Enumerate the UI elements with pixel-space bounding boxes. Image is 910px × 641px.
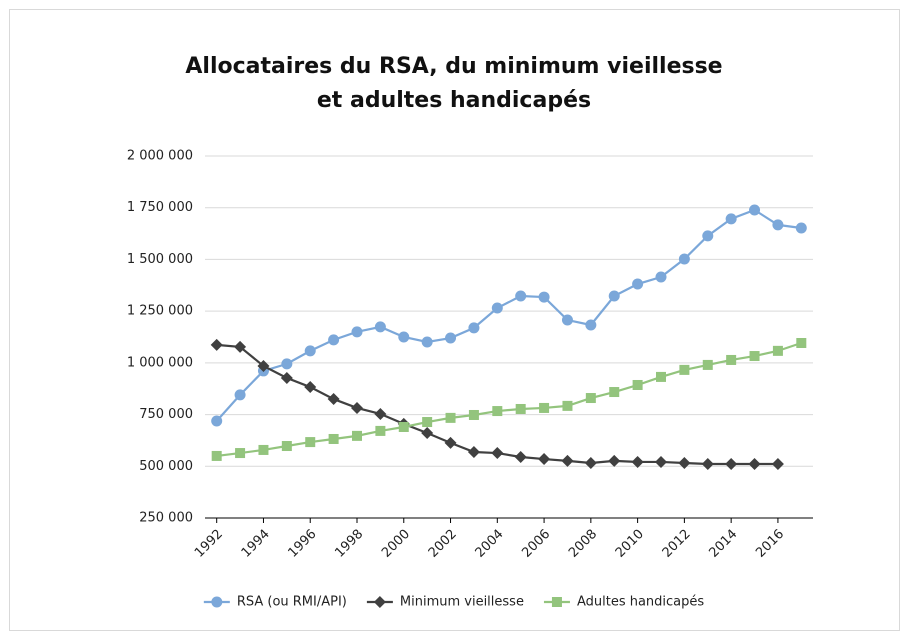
data-point: [422, 417, 433, 428]
data-point: [328, 433, 339, 444]
data-point: [305, 437, 316, 448]
data-point: [211, 450, 222, 461]
data-point: [398, 331, 410, 343]
data-point: [235, 448, 246, 459]
data-point: [445, 332, 457, 344]
data-point: [655, 455, 667, 468]
data-point: [491, 302, 503, 314]
data-point: [772, 345, 783, 356]
data-point: [515, 403, 526, 414]
data-point: [234, 340, 247, 353]
chart-frame: [9, 9, 900, 631]
y-tick-label: 250 000: [139, 511, 193, 526]
data-point: [281, 441, 292, 452]
data-point: [398, 421, 409, 432]
data-point: [772, 219, 784, 231]
data-point: [584, 456, 597, 469]
data-point: [561, 454, 574, 467]
data-point: [468, 409, 479, 420]
data-point: [726, 354, 737, 365]
data-point: [539, 402, 550, 413]
data-point: [678, 253, 690, 265]
y-tick-label: 2 000 000: [127, 149, 193, 164]
data-point: [631, 455, 644, 468]
data-point: [795, 222, 807, 234]
data-point: [608, 454, 621, 467]
legend-marker: [551, 597, 562, 607]
data-point: [211, 415, 223, 427]
data-point: [491, 447, 504, 460]
data-point: [281, 358, 293, 370]
data-point: [632, 379, 643, 390]
data-point: [749, 204, 761, 216]
chart-title: et adultes handicapés: [317, 88, 591, 113]
data-point: [538, 291, 550, 303]
data-point: [749, 351, 760, 362]
data-point: [257, 359, 270, 372]
y-tick-label: 1 000 000: [127, 355, 193, 370]
data-point: [748, 458, 761, 471]
data-point: [515, 290, 527, 302]
legend-label: RSA (ou RMI/API): [237, 595, 347, 610]
data-point: [514, 450, 527, 463]
data-point: [656, 371, 666, 382]
data-point: [702, 359, 713, 370]
y-tick-label: 500 000: [139, 459, 193, 474]
data-point: [234, 389, 246, 401]
chart-title: Allocataires du RSA, du minimum vieilles…: [185, 54, 722, 79]
data-point: [561, 314, 573, 326]
legend-marker: [211, 596, 223, 608]
y-tick-label: 1 500 000: [127, 252, 193, 267]
data-point: [351, 401, 363, 414]
data-point: [585, 319, 597, 331]
y-tick-label: 1 250 000: [127, 304, 193, 319]
data-point: [725, 213, 737, 225]
data-point: [445, 412, 456, 423]
data-point: [304, 381, 317, 394]
y-tick-label: 1 750 000: [127, 200, 193, 215]
data-point: [492, 406, 503, 417]
data-point: [655, 271, 667, 283]
data-point: [538, 453, 551, 466]
data-point: [467, 446, 480, 459]
data-point: [375, 425, 386, 436]
y-tick-label: 750 000: [139, 407, 193, 422]
data-point: [608, 290, 620, 302]
data-point: [679, 364, 690, 375]
data-point: [351, 326, 363, 338]
data-point: [328, 334, 340, 346]
data-point: [327, 393, 340, 406]
data-point: [678, 456, 691, 469]
data-point: [702, 230, 714, 242]
data-point: [771, 458, 784, 471]
legend-label: Adultes handicapés: [577, 595, 704, 610]
data-point: [609, 387, 620, 398]
data-point: [725, 458, 738, 471]
data-point: [701, 458, 714, 471]
data-point: [632, 278, 644, 290]
data-point: [421, 336, 433, 348]
data-point: [444, 436, 457, 449]
data-point: [352, 430, 362, 441]
data-point: [258, 444, 269, 455]
data-point: [374, 407, 387, 420]
data-point: [304, 345, 316, 357]
data-point: [374, 321, 386, 333]
data-point: [280, 371, 293, 384]
data-point: [421, 426, 434, 439]
data-point: [562, 400, 573, 411]
data-point: [585, 393, 596, 404]
data-point: [796, 337, 807, 348]
data-point: [210, 338, 223, 351]
data-point: [468, 322, 480, 334]
legend-label: Minimum vieillesse: [400, 595, 524, 610]
legend-marker: [373, 596, 386, 608]
